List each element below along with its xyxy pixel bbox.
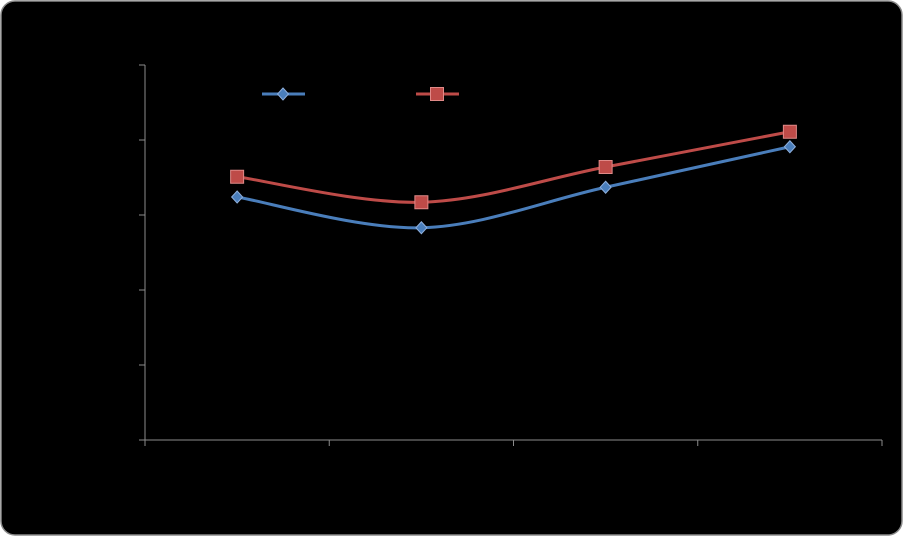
series-line: [236, 145, 791, 230]
data-point: [783, 140, 797, 154]
data-point: [230, 190, 244, 204]
data-point: [782, 124, 797, 139]
legend-marker: [430, 87, 444, 101]
data-point: [230, 169, 245, 184]
data-point: [414, 195, 429, 210]
series-line: [236, 130, 791, 204]
legend-marker: [276, 87, 290, 101]
data-point: [599, 180, 612, 194]
data-point: [598, 160, 613, 174]
data-point: [415, 221, 428, 235]
